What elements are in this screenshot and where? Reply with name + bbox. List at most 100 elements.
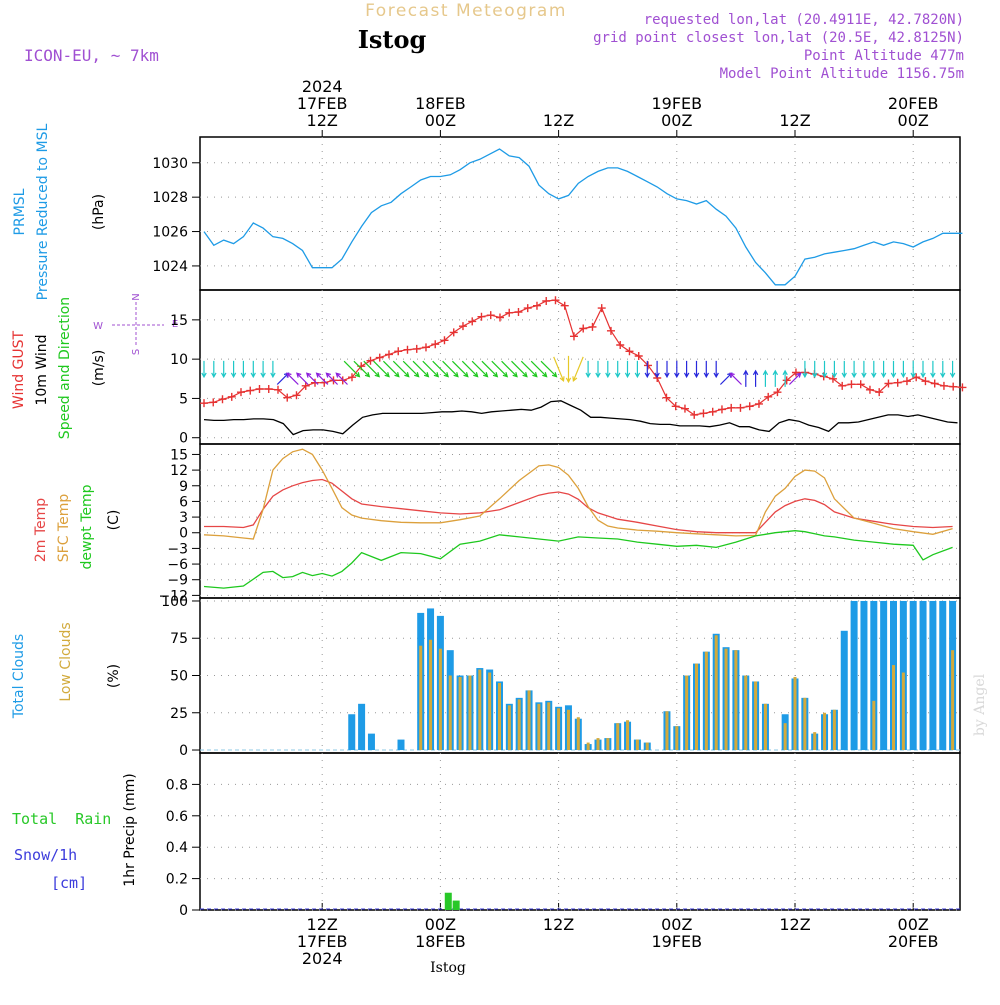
wind-direction-label: Speed and Direction bbox=[57, 297, 73, 439]
wind-direction-arrow bbox=[211, 360, 217, 379]
wind-unit: (m/s) bbox=[91, 350, 107, 387]
watermark: by Angel bbox=[972, 673, 988, 736]
top-tick-label: 12Z bbox=[779, 111, 810, 130]
gust-marker bbox=[764, 392, 773, 401]
gust-marker bbox=[320, 378, 329, 387]
dewpt-label: dewpt Temp bbox=[79, 484, 95, 569]
gust-marker bbox=[625, 347, 634, 356]
low-clouds-bar bbox=[793, 676, 797, 751]
low-clouds-bar bbox=[596, 738, 600, 751]
wind-direction-arrow bbox=[296, 372, 309, 385]
gust-marker bbox=[717, 405, 726, 414]
wind-direction-arrow bbox=[461, 360, 479, 378]
gust-marker bbox=[523, 304, 532, 313]
low-clouds-bar bbox=[783, 723, 787, 751]
gust-marker bbox=[384, 350, 393, 359]
wind-direction-arrow bbox=[719, 372, 733, 385]
wind-direction-arrow bbox=[250, 360, 256, 379]
low-clouds-bar bbox=[704, 651, 708, 751]
gust-marker bbox=[588, 322, 597, 331]
total-clouds-bar bbox=[939, 600, 947, 751]
wind-direction-arrow bbox=[270, 360, 276, 379]
low-clouds-bar bbox=[714, 635, 718, 751]
precip-marks bbox=[200, 892, 960, 910]
gust-marker bbox=[375, 353, 384, 362]
subtitle: Forecast Meteogram bbox=[365, 1, 567, 21]
top-tick-label: 12Z bbox=[307, 111, 338, 130]
wind-direction-arrow bbox=[910, 360, 916, 379]
gust-marker bbox=[865, 385, 874, 394]
gust-marker bbox=[939, 381, 948, 390]
temperature-ytick-label: 0 bbox=[179, 526, 188, 542]
wind-direction-arrow bbox=[940, 360, 946, 379]
pressure-ytick-label: 1024 bbox=[152, 259, 188, 275]
pressure-unit: (hPa) bbox=[91, 194, 107, 230]
low-clouds-bar bbox=[626, 720, 630, 751]
wind-direction-arrow bbox=[703, 360, 710, 379]
wind-direction-arrow bbox=[392, 360, 410, 378]
snow-label: Snow/1h bbox=[14, 846, 77, 864]
clouds-ytick-label: 75 bbox=[170, 631, 188, 647]
wind-direction-arrow bbox=[432, 360, 449, 378]
gust-marker bbox=[902, 377, 911, 386]
wind-direction-arrow bbox=[683, 360, 690, 379]
bottom-tick-label: 00Z bbox=[425, 915, 456, 934]
wind-direction-arrow bbox=[851, 360, 857, 379]
clouds-ytick-label: 25 bbox=[170, 706, 188, 722]
gust-marker bbox=[727, 403, 736, 412]
wind-direction-arrow bbox=[880, 360, 887, 379]
temperature-panel: 2m Temp SFC Temp dewpt Temp (C) −12−9−6−… bbox=[33, 443, 961, 604]
low-clouds-bar bbox=[665, 711, 669, 751]
low-clouds-bar bbox=[892, 665, 895, 751]
top-tick-label: 2024 bbox=[302, 77, 343, 96]
wind-direction-arrow bbox=[230, 360, 237, 379]
wind-direction-arrow bbox=[654, 360, 660, 379]
gust-marker bbox=[949, 382, 958, 391]
top-tick-label: 20FEB bbox=[888, 94, 939, 113]
wind-direction-arrow bbox=[520, 360, 538, 378]
wind-direction-arrow bbox=[471, 360, 489, 378]
wind-direction-arrow bbox=[788, 372, 802, 385]
temperature-grid bbox=[200, 444, 960, 598]
total-clouds-bar bbox=[880, 600, 888, 751]
bottom-tick-label: 2024 bbox=[302, 949, 343, 968]
gust-marker bbox=[828, 374, 837, 383]
gust-marker bbox=[569, 332, 578, 341]
gust-marker bbox=[514, 308, 523, 316]
wind-speed-line bbox=[203, 400, 958, 436]
gust-marker bbox=[791, 368, 800, 377]
wind-direction-arrow bbox=[343, 360, 361, 378]
gust-marker bbox=[606, 326, 615, 335]
clouds-y-axis: 0 25 50 75 100 bbox=[161, 594, 200, 759]
wind-direction-arrow bbox=[949, 360, 956, 379]
pressure-grid bbox=[200, 137, 960, 290]
gust-marker bbox=[958, 383, 967, 392]
gust-marker bbox=[847, 380, 856, 389]
gust-marker bbox=[366, 356, 375, 365]
precip-grid bbox=[200, 753, 960, 911]
snow-unit: [cm] bbox=[51, 874, 87, 892]
total-clouds-bar bbox=[860, 600, 868, 751]
precip-ytick-label: 0 bbox=[179, 903, 188, 919]
wind-direction-arrow bbox=[565, 355, 572, 384]
low-clouds-bar bbox=[645, 742, 649, 751]
point-altitude: Point Altitude 477m bbox=[804, 48, 964, 64]
gust-marker bbox=[255, 385, 264, 393]
gust-marker bbox=[921, 377, 930, 386]
bottom-tick-label: 00Z bbox=[898, 915, 929, 934]
low-clouds-bar bbox=[438, 648, 442, 751]
total-clouds-bar bbox=[358, 703, 366, 751]
temperature-ytick-label: −12 bbox=[158, 588, 188, 604]
gust-marker bbox=[745, 402, 754, 411]
compass-south: S bbox=[131, 349, 142, 355]
gust-marker bbox=[634, 352, 643, 360]
wind-direction-arrow bbox=[201, 360, 207, 379]
wind-direction-arrow bbox=[752, 369, 759, 387]
wind-10m-label: 10m Wind bbox=[34, 334, 50, 405]
wind-direction-arrow bbox=[220, 360, 227, 379]
total-clouds-bar bbox=[909, 600, 917, 751]
sfc-temp-line bbox=[203, 448, 953, 540]
low-clouds-bar bbox=[754, 681, 758, 751]
